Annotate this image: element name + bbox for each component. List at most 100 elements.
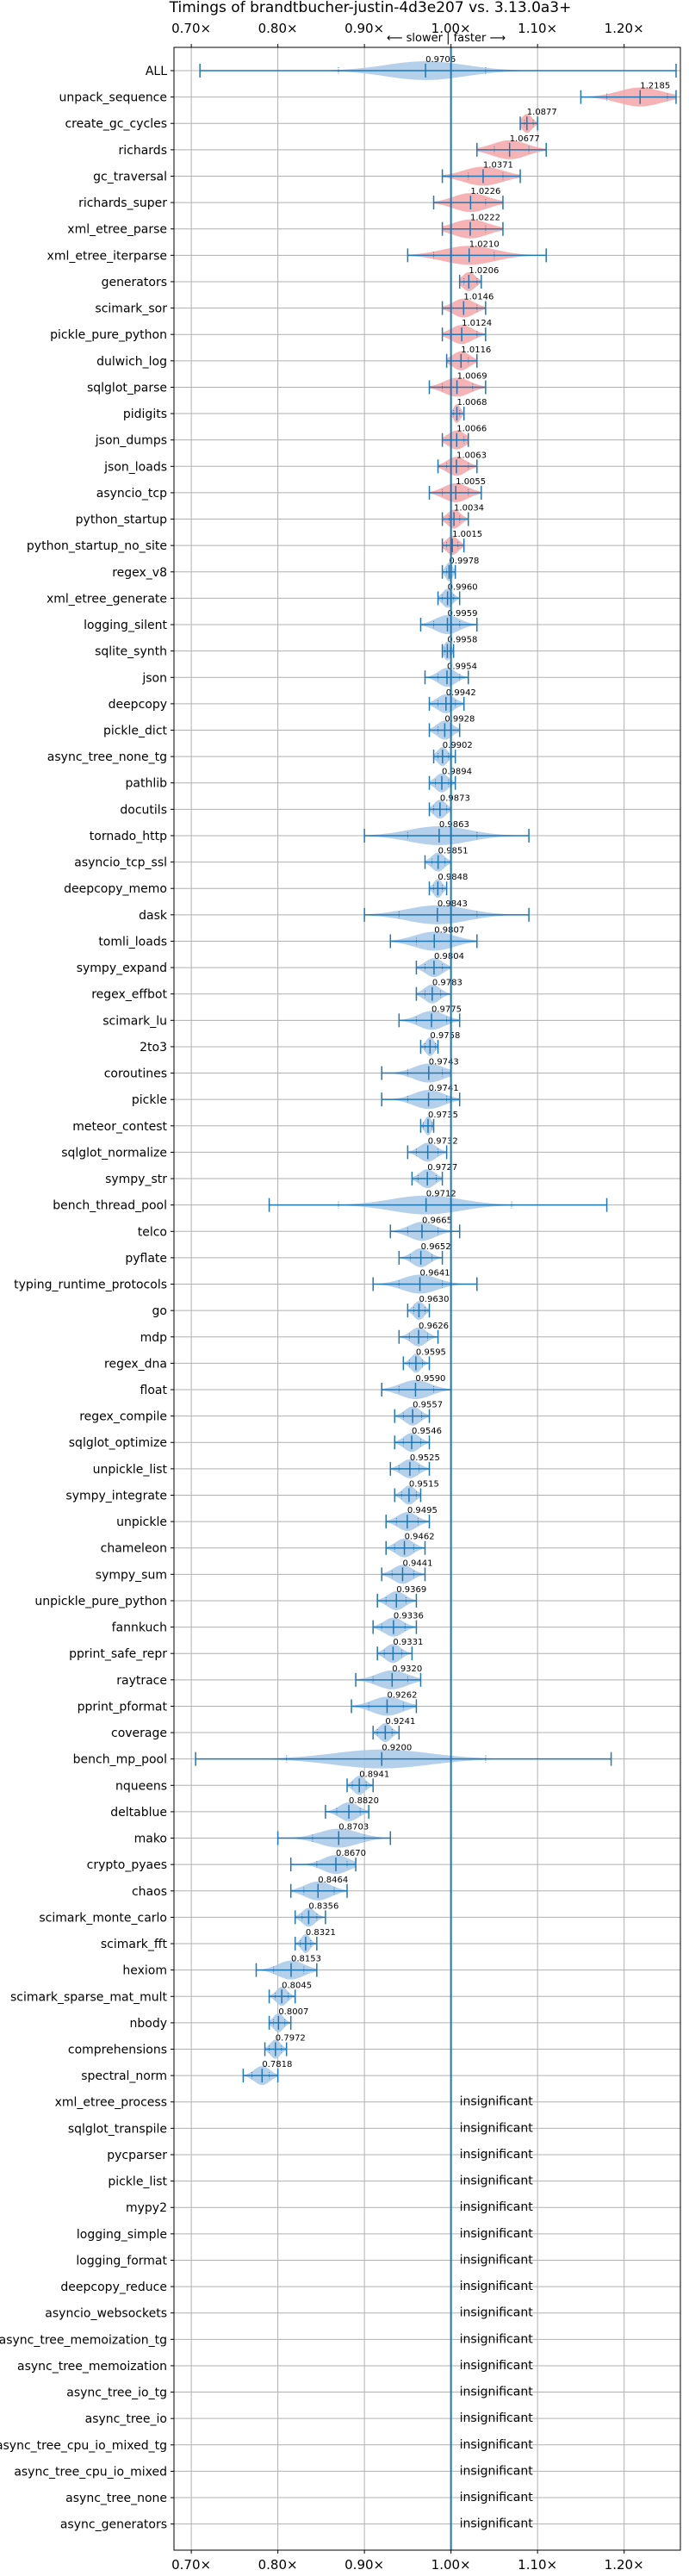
value-label: 0.9241 — [385, 1717, 415, 1727]
row-label: python_startup — [76, 513, 167, 527]
row-label: sqlglot_transpile — [68, 2122, 167, 2136]
chart-title: Timings of brandtbucher-justin-4d3e207 v… — [169, 0, 572, 16]
value-label: 1.0222 — [470, 214, 500, 223]
value-label: 0.9848 — [438, 873, 468, 882]
x-tick-label-bottom: 1.10× — [518, 2557, 557, 2573]
value-label: 0.9546 — [412, 1427, 442, 1436]
row-label: richards_super — [78, 196, 167, 210]
row-label: sqlglot_parse — [87, 381, 167, 395]
row-label: json_loads — [103, 460, 167, 474]
row-label: scimark_monte_carlo — [39, 1911, 167, 1925]
value-label: 0.9735 — [428, 1111, 458, 1120]
value-label: 1.0877 — [527, 108, 557, 117]
value-label: 0.9894 — [442, 768, 472, 777]
row-label: float — [140, 1384, 168, 1397]
row-label: mdp — [140, 1331, 168, 1345]
x-tick-label-bottom: 0.90× — [344, 2557, 384, 2573]
row-label: async_tree_none_tg — [47, 750, 167, 764]
insignificant-label: insignificant — [460, 2253, 534, 2267]
row-label: sympy_str — [105, 1173, 167, 1186]
insignificant-label: insignificant — [460, 2386, 534, 2399]
row-label: pprint_safe_repr — [69, 1647, 167, 1661]
value-label: 0.9630 — [419, 1295, 449, 1304]
value-label: 0.7972 — [276, 2034, 306, 2044]
row-label: async_tree_memoization — [17, 2360, 167, 2374]
violins: 0.9706 1.2185 1.0877 1.0677 1.0371 1.0226 1.02… — [195, 47, 677, 2550]
insignificant-label: insignificant — [460, 2359, 534, 2373]
row-label: go — [152, 1304, 167, 1318]
row-label: dask — [139, 909, 168, 923]
value-label: 0.8820 — [349, 1796, 379, 1806]
insignificant-label: insignificant — [460, 2175, 534, 2188]
value-label: 0.9902 — [443, 741, 473, 750]
row-label: mako — [134, 1832, 167, 1846]
value-label: 0.9807 — [434, 925, 464, 935]
row-label: async_tree_io — [85, 2412, 167, 2426]
row-label: logging_simple — [77, 2228, 167, 2242]
value-label: 0.9320 — [392, 1664, 422, 1674]
value-label: 0.9942 — [446, 688, 476, 698]
value-label: 0.9441 — [402, 1559, 432, 1568]
value-label: 0.9958 — [447, 636, 477, 645]
row-label: sympy_expand — [77, 961, 167, 975]
value-label: 0.9928 — [444, 715, 475, 725]
value-label: 1.0069 — [457, 371, 487, 381]
row-labels: ALL unpack_sequence create_gc_cyclesrichar… — [0, 65, 533, 2532]
value-label: 1.0055 — [456, 477, 486, 487]
row-label: chaos — [132, 1885, 167, 1899]
value-label: 1.0226 — [470, 187, 500, 196]
row-label: sqlite_synth — [95, 645, 167, 659]
row-label: pickle_list — [108, 2175, 167, 2189]
value-label: 0.9641 — [420, 1269, 450, 1279]
value-label: 0.9758 — [430, 1031, 460, 1041]
row-label: async_tree_cpu_io_mixed_tg — [0, 2439, 167, 2453]
row-label: deltablue — [110, 1806, 167, 1820]
row-label: regex_compile — [79, 1410, 167, 1424]
row-label: chameleon — [101, 1542, 167, 1556]
insignificant-label: insignificant — [460, 2121, 534, 2135]
row-label: sqlglot_normalize — [61, 1146, 167, 1160]
value-label: 1.0063 — [456, 451, 487, 460]
x-tick-label-bottom: 1.20× — [605, 2557, 644, 2573]
value-label: 0.8153 — [291, 1955, 321, 1964]
value-label: 0.9863 — [439, 820, 469, 830]
row-label: bench_thread_pool — [53, 1199, 167, 1213]
insignificant-label: insignificant — [460, 2200, 534, 2214]
row-label: pprint_pformat — [78, 1700, 168, 1714]
x-tick-label-bottom: 0.70× — [171, 2557, 211, 2573]
value-label: 0.8670 — [336, 1849, 366, 1858]
row-label: xml_etree_iterparse — [47, 249, 167, 263]
x-tick-label-top: 1.10× — [518, 21, 557, 36]
row-label: generators — [102, 276, 167, 289]
row-label: logging_silent — [84, 619, 167, 632]
row-label: xml_etree_generate — [47, 592, 167, 606]
x-tick-label-top: 0.80× — [258, 21, 298, 36]
row-label: coroutines — [104, 1067, 167, 1081]
x-tick-label-bottom: 0.80× — [258, 2557, 298, 2573]
value-label: 0.9626 — [419, 1322, 449, 1331]
value-label: 0.9804 — [434, 952, 464, 961]
row-label: json — [141, 671, 167, 685]
value-label: 1.0210 — [469, 240, 500, 249]
row-label: pickle_dict — [103, 725, 168, 738]
value-label: 0.9515 — [409, 1479, 439, 1489]
insignificant-label: insignificant — [460, 2095, 534, 2109]
row-label: asyncio_tcp_ssl — [74, 856, 167, 870]
row-label: logging_format — [76, 2254, 167, 2268]
row-label: unpickle — [116, 1515, 167, 1529]
x-tick-label-top: 1.00× — [431, 21, 471, 36]
value-label: 1.0068 — [456, 398, 487, 408]
row-label: telco — [138, 1225, 167, 1239]
row-label: async_tree_cpu_io_mixed — [14, 2465, 167, 2479]
value-label: 0.9557 — [413, 1401, 443, 1410]
value-label: 0.9369 — [396, 1585, 426, 1595]
value-label: 0.9775 — [431, 1005, 462, 1014]
row-label: unpack_sequence — [59, 91, 167, 105]
row-label: tomli_loads — [98, 935, 167, 949]
row-label: scimark_lu — [102, 1014, 167, 1028]
value-label: 1.0015 — [452, 530, 482, 539]
value-label: 1.0677 — [510, 134, 540, 144]
row-label: typing_runtime_protocols — [14, 1279, 167, 1292]
row-label: async_generators — [60, 2518, 167, 2532]
row-label: dulwich_log — [96, 355, 167, 369]
